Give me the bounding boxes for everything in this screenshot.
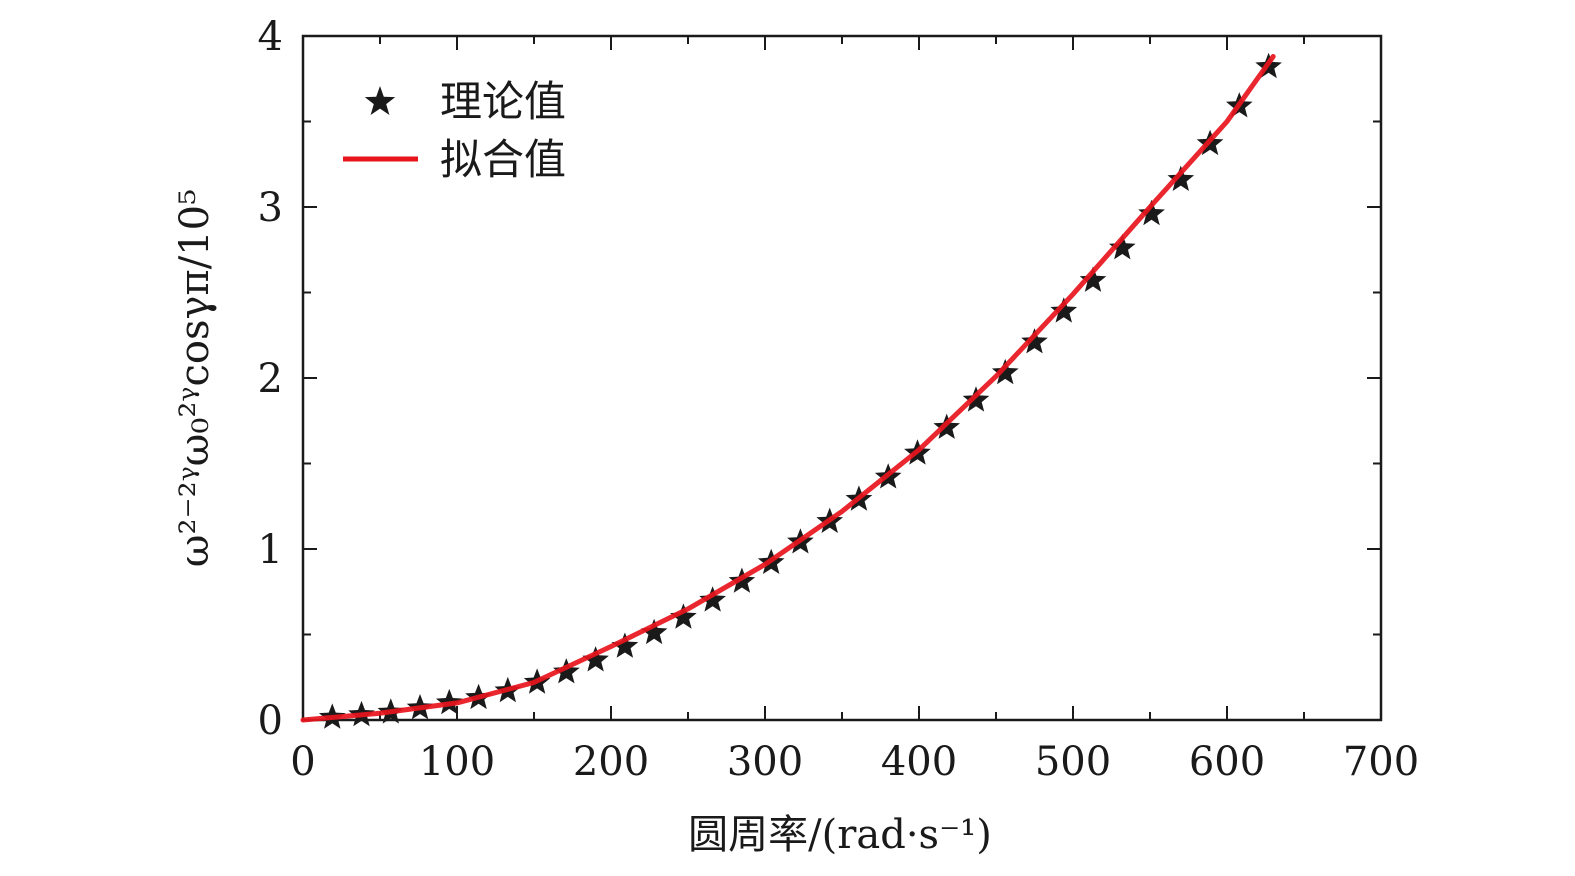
data-point-star [640, 618, 668, 645]
data-point-star [962, 386, 990, 412]
data-point-star [699, 586, 726, 612]
x-tick-label: 500 [1035, 739, 1111, 785]
data-point-star [611, 632, 639, 658]
fit-curve-line [300, 54, 1276, 723]
series-layer [300, 52, 1282, 729]
legend-label-fit: 拟合值 [440, 135, 566, 184]
data-point-star [670, 603, 697, 629]
x-tick-label: 700 [1343, 739, 1419, 785]
data-point-star [991, 358, 1019, 385]
y-axis-label: ω²⁻²ᵞω₀²ᵞcosγπ/10⁵ [172, 189, 218, 567]
y-axis-ticks: 0 1 2 3 4 [258, 14, 1381, 744]
x-tick-label: 0 [290, 739, 315, 785]
y-tick-label: 3 [258, 185, 283, 231]
data-point-star [1079, 266, 1107, 292]
data-point-star [1138, 199, 1165, 226]
legend: 理论值 拟合值 [343, 77, 566, 184]
x-tick-label: 400 [881, 739, 957, 785]
x-axis-ticks: 0 100 200 300 400 500 600 700 [290, 36, 1419, 785]
y-tick-label: 2 [258, 356, 283, 402]
data-point-star [1109, 234, 1136, 260]
y-tick-label: 1 [258, 527, 283, 573]
x-tick-label: 100 [419, 739, 495, 785]
x-tick-label: 200 [573, 739, 649, 785]
x-tick-label: 600 [1189, 739, 1265, 785]
y-tick-label: 0 [258, 698, 283, 744]
data-point-star [582, 646, 609, 672]
x-axis-label: 圆周率/(rad·s⁻¹) [688, 812, 992, 858]
legend-label-theory: 理论值 [440, 77, 566, 126]
data-point-star [1050, 297, 1078, 323]
x-tick-label: 300 [727, 739, 803, 785]
legend-star-icon [364, 86, 396, 115]
data-point-star [1021, 328, 1048, 354]
data-point-star [1167, 165, 1195, 191]
y-tick-label: 4 [258, 14, 283, 60]
data-point-star [553, 658, 580, 684]
